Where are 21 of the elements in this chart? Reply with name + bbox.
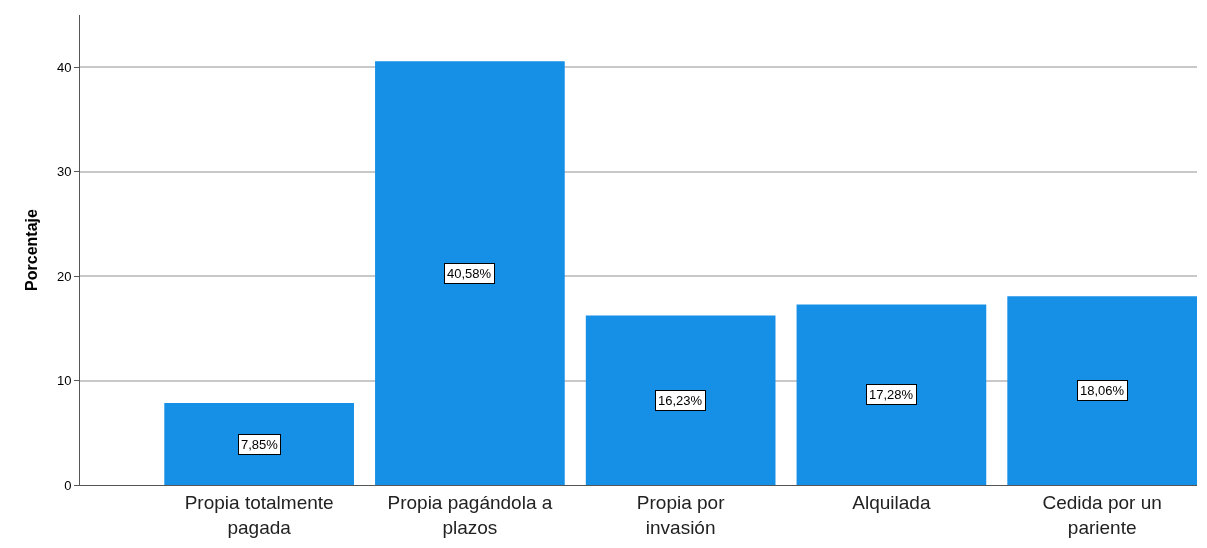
x-tick-label: Propia pagándola a plazos [387, 491, 553, 538]
x-tick-label: Propia por invasión [636, 491, 726, 538]
bar [585, 315, 776, 485]
data-label: 40,58% [447, 266, 492, 281]
data-label: 16,23% [658, 393, 703, 408]
y-tick-label: 20 [56, 268, 72, 284]
bar [164, 403, 354, 485]
data-label: 17,28% [869, 387, 914, 402]
y-tick-label: 10 [56, 373, 72, 389]
x-tick-label: Propia totalmente pagada [184, 491, 334, 538]
data-label: 7,85% [241, 437, 279, 452]
y-tick-label: 30 [56, 164, 72, 180]
y-tick-label: 0 [64, 477, 72, 493]
y-axis-title: Porcentaje [22, 208, 40, 291]
data-label: 18,06% [1080, 383, 1125, 398]
bar [1007, 296, 1197, 485]
x-tick-label: Cedida por un pariente [1042, 491, 1162, 538]
bar [375, 61, 565, 485]
y-tick-label: 40 [56, 59, 72, 75]
x-tick-label: Alquilada [852, 491, 931, 513]
bar [796, 304, 987, 485]
